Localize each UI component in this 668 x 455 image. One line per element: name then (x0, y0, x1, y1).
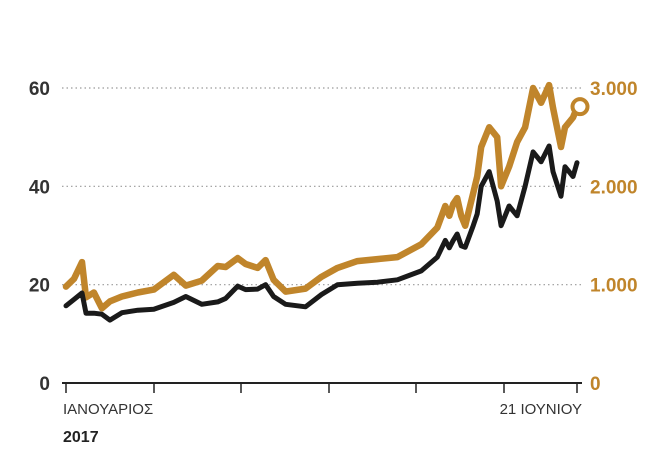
y-right-tick-label: 1.000 (590, 276, 638, 297)
x-year-label: 2017 (63, 429, 99, 446)
x-axis (62, 382, 582, 393)
tick-labels: 0 20 40 60 0 1.000 2.000 3.000 ΙΑΝΟΥΑΡΙΟΣ 21 ΙΟΥΝ… (29, 79, 638, 446)
x-tick-label-start: ΙΑΝΟΥΑΡΙΟΣ (63, 401, 153, 418)
y-left-tick-label: 60 (29, 79, 50, 100)
series-line-left-axis (63, 143, 580, 323)
y-left-tick-label: 20 (29, 276, 50, 297)
x-tick-label-end: 21 ΙΟΥΝΙΟΥ (500, 401, 582, 418)
series-group (62, 81, 590, 323)
y-right-tick-label: 0 (590, 374, 601, 395)
y-right-tick-label: 3.000 (590, 79, 638, 100)
series-end-marker (570, 97, 590, 117)
y-left-tick-label: 0 (39, 374, 50, 395)
y-left-tick-label: 40 (29, 177, 50, 198)
series-line-right-axis (62, 81, 581, 312)
y-right-tick-label: 2.000 (590, 177, 638, 198)
